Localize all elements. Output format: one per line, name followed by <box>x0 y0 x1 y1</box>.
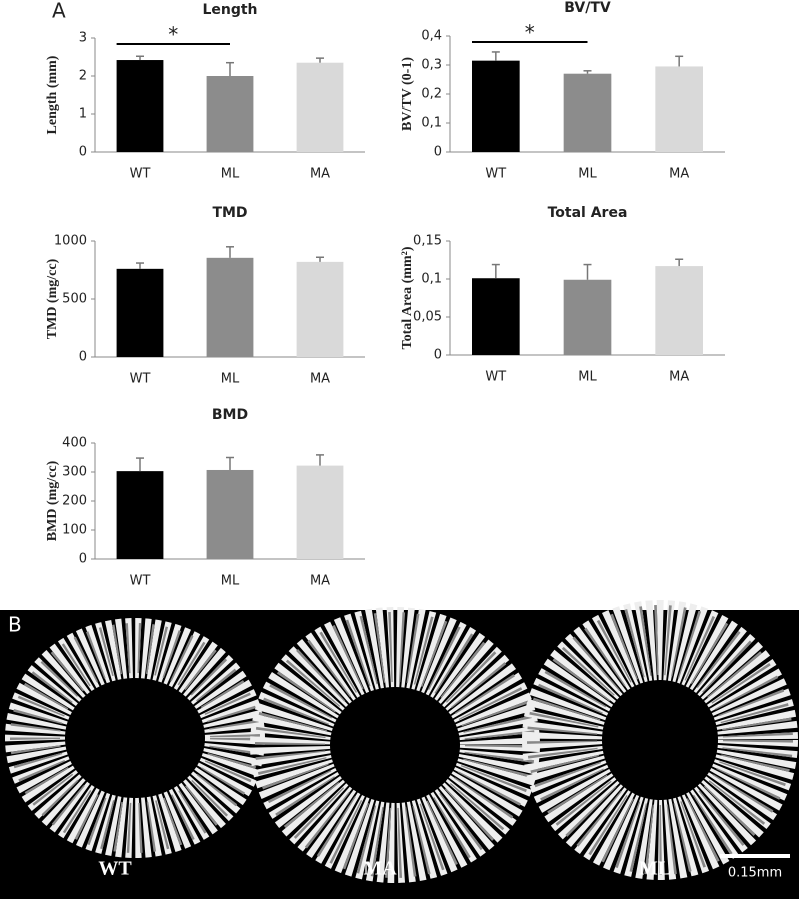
error-bar <box>491 51 500 61</box>
y-axis-label: TMD (mg/cc) <box>45 258 60 339</box>
error-bar <box>316 454 324 466</box>
bar <box>296 465 344 559</box>
bar <box>206 257 254 357</box>
x-tick-label: MA <box>669 167 689 182</box>
bone-sections <box>5 600 798 883</box>
y-tick-label: 0,2 <box>421 87 442 102</box>
error-bar <box>226 61 234 76</box>
y-tick-label: 0,4 <box>421 29 442 44</box>
error-bar <box>316 57 324 63</box>
chart-title: BMD <box>212 407 248 423</box>
y-tick-label: 2 <box>79 69 87 84</box>
bar <box>116 268 164 357</box>
bar <box>472 278 520 355</box>
y-axis-label: BMD (mg/cc) <box>45 460 60 541</box>
y-axis-label: Total Area (mm²) <box>400 246 415 349</box>
y-tick-label: 1000 <box>54 234 87 249</box>
x-tick-label: WT <box>485 167 506 182</box>
y-axis-label: BV/TV (0-1) <box>400 57 415 131</box>
image-panel: B WT MA ML 0.15mm <box>0 600 799 899</box>
y-tick-label: 3 <box>79 31 87 46</box>
chart-title: BV/TV <box>564 0 611 16</box>
x-tick-label: WT <box>485 370 506 385</box>
error-bar <box>675 55 684 67</box>
bar <box>655 66 703 152</box>
y-tick-label: 1 <box>79 107 87 122</box>
significance-label: * <box>168 23 178 47</box>
chart-title: Length <box>202 2 257 18</box>
y-tick-label: 400 <box>62 436 87 451</box>
scale-label: 0.15mm <box>728 866 782 881</box>
x-tick-label: ML <box>578 167 597 182</box>
y-tick-label: 0 <box>79 552 87 567</box>
y-tick-label: 200 <box>62 494 87 509</box>
chart-title: TMD <box>212 205 247 221</box>
x-tick-label: MA <box>310 167 330 182</box>
bar <box>116 471 164 559</box>
bar <box>296 62 344 153</box>
image-label: ML <box>639 858 671 880</box>
y-tick-label: 0 <box>434 348 442 363</box>
error-bar <box>675 258 684 267</box>
panel-label: A <box>52 0 66 23</box>
y-tick-label: 300 <box>62 465 87 480</box>
x-tick-label: MA <box>669 370 689 385</box>
y-tick-label: 500 <box>62 292 87 307</box>
error-bar <box>136 262 144 269</box>
y-tick-label: 0,3 <box>421 58 442 73</box>
x-tick-label: ML <box>221 574 240 589</box>
error-bar <box>136 55 144 61</box>
x-tick-label: MA <box>310 372 330 387</box>
chart-title: Total Area <box>548 205 628 221</box>
bar <box>563 279 612 355</box>
y-tick-label: 0,1 <box>421 116 442 131</box>
bar <box>563 73 612 152</box>
bar <box>206 76 254 152</box>
error-bar <box>136 457 144 472</box>
error-bar <box>491 263 500 279</box>
y-axis-label: Length (mm) <box>45 55 60 134</box>
y-tick-label: 0 <box>79 145 87 160</box>
bar <box>206 469 254 559</box>
error-bar <box>583 70 592 74</box>
y-tick-label: 0,1 <box>421 272 442 287</box>
y-tick-label: 0 <box>79 350 87 365</box>
image-label: WT <box>98 858 132 880</box>
x-tick-label: WT <box>130 167 151 182</box>
image-label: MA <box>363 858 397 880</box>
error-bar <box>316 256 324 262</box>
bone-pores <box>255 612 535 878</box>
bone-pores <box>527 605 793 875</box>
error-bar <box>226 456 234 470</box>
x-tick-label: MA <box>310 574 330 589</box>
significance-label: * <box>525 21 535 45</box>
y-tick-label: 0,05 <box>413 310 442 325</box>
bone-pores <box>10 623 260 853</box>
panel-label: B <box>8 613 22 637</box>
bar <box>116 60 164 152</box>
x-tick-label: ML <box>578 370 597 385</box>
y-tick-label: 0 <box>434 145 442 160</box>
x-tick-label: ML <box>221 372 240 387</box>
error-bar <box>583 263 592 280</box>
bar <box>296 261 344 357</box>
bar <box>655 266 703 355</box>
error-bar <box>226 246 234 258</box>
x-tick-label: WT <box>130 574 151 589</box>
x-tick-label: ML <box>221 167 240 182</box>
y-tick-label: 0,15 <box>413 234 442 249</box>
x-tick-label: WT <box>130 372 151 387</box>
bar <box>472 60 520 152</box>
y-tick-label: 100 <box>62 523 87 538</box>
